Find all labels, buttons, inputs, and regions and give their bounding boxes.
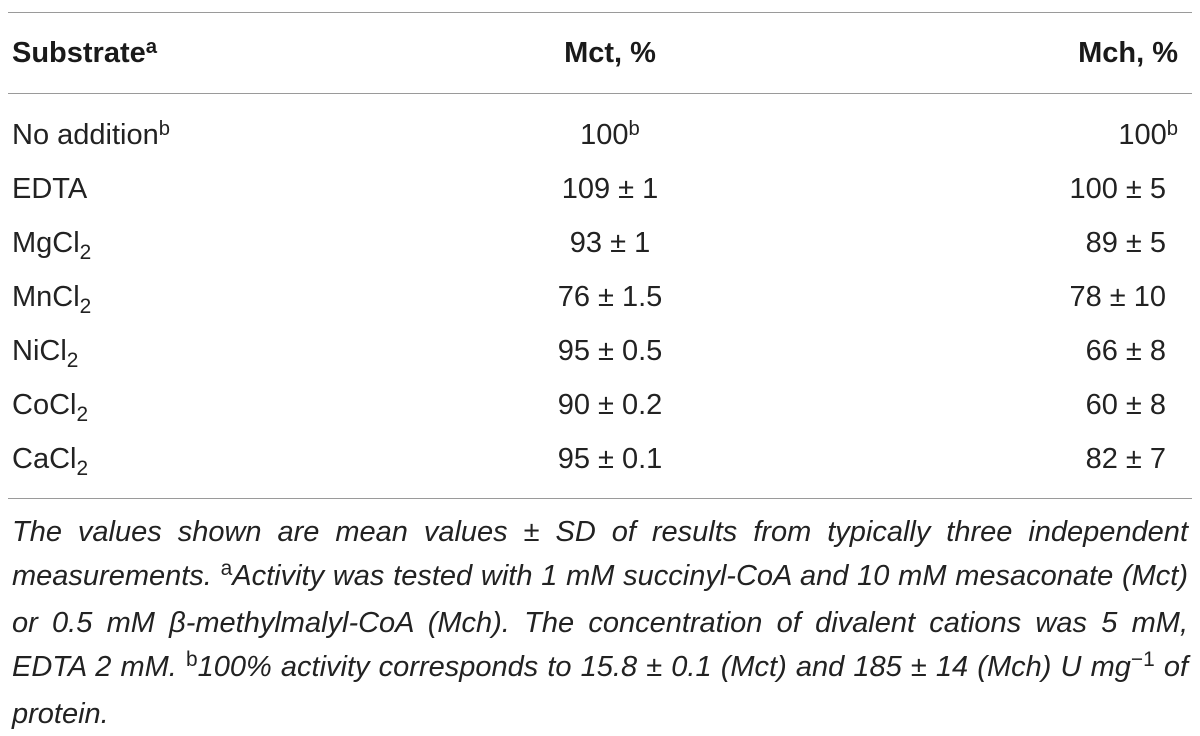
substrate-cell: CoCl2 <box>12 389 89 427</box>
mct-cell: 100b <box>580 117 640 151</box>
mct-cell: 109 ± 1 <box>561 173 659 205</box>
mch-cell: 89 ± 5 <box>1085 227 1166 259</box>
header-rule <box>8 93 1192 94</box>
table-row: NiCl2 95 ± 0.5 66 ± 8 <box>0 324 1200 378</box>
table-row: No additionb 100b 100b <box>0 108 1200 162</box>
table-footnote: The values shown are mean values ± SD of… <box>12 510 1188 736</box>
mct-cell: 90 ± 0.2 <box>557 389 663 421</box>
substrate-cell: MgCl2 <box>12 227 92 265</box>
substrate-cell: CaCl2 <box>12 443 89 481</box>
table-row: EDTA 109 ± 1 100 ± 5 <box>0 162 1200 216</box>
table-row: MgCl2 93 ± 1 89 ± 5 <box>0 216 1200 270</box>
footnote-b-exponent: −1 <box>1130 647 1155 671</box>
substrate-cell: MnCl2 <box>12 281 92 319</box>
mct-cell: 95 ± 0.1 <box>557 443 663 475</box>
footnote-a-mark: a <box>220 556 233 580</box>
mch-cell: 78 ± 10 <box>1069 281 1166 313</box>
substrate-cell: EDTA <box>12 173 88 205</box>
mch-cell: 100 ± 5 <box>1069 173 1166 205</box>
table-row: CaCl2 95 ± 0.1 82 ± 7 <box>0 432 1200 486</box>
table-row: CoCl2 90 ± 0.2 60 ± 8 <box>0 378 1200 432</box>
footnote-intro: The values shown are mean values ± SD of… <box>12 516 1188 592</box>
substrate-cell: No additionb <box>12 117 170 151</box>
top-rule <box>8 12 1192 13</box>
footnote-b-text: 100% activity corresponds to 15.8 ± 0.1 … <box>197 651 1131 683</box>
substrate-cell: NiCl2 <box>12 335 79 373</box>
footnote-b-text-end: of protein. <box>12 651 1188 730</box>
mch-cell: 60 ± 8 <box>1085 389 1166 421</box>
mch-cell: 66 ± 8 <box>1085 335 1166 367</box>
bottom-rule <box>8 498 1192 499</box>
footnote-a-text: Activity was tested with 1 mM succinyl-C… <box>12 560 1188 683</box>
header-substrate: Substratea <box>12 35 158 69</box>
header-mch: Mch, % <box>1078 37 1178 69</box>
mct-cell: 93 ± 1 <box>569 227 651 259</box>
mch-cell: 82 ± 7 <box>1085 443 1166 475</box>
header-mct: Mct, % <box>564 37 656 69</box>
mct-cell: 95 ± 0.5 <box>557 335 663 367</box>
table-header-row: Substratea Mct, % Mch, % <box>0 26 1200 80</box>
mch-cell: 100b <box>1118 117 1178 151</box>
mct-cell: 76 ± 1.5 <box>557 281 663 313</box>
table-row: MnCl2 76 ± 1.5 78 ± 10 <box>0 270 1200 324</box>
footnote-b-mark: b <box>185 647 198 671</box>
